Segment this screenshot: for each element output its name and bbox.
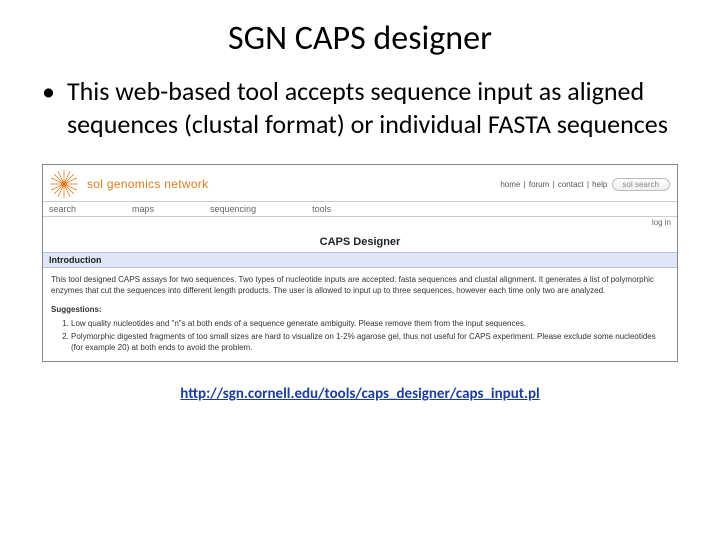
sol-search-button[interactable]: sol search [612,178,670,191]
bullet-dot: • [42,75,55,140]
bullet-text: This web-based tool accepts sequence inp… [67,75,684,140]
login-link[interactable]: log in [652,218,671,227]
nav-bar: search maps sequencing tools [43,201,677,217]
introduction-bar: Introduction [43,252,677,268]
nav-search[interactable]: search [49,204,76,214]
tool-url-link[interactable]: http://sgn.cornell.edu/tools/caps_design… [180,385,539,403]
suggestion-item-2: Polymorphic digested fragments of too sm… [71,331,669,353]
link-contact[interactable]: contact [558,180,584,189]
logo-text: sol genomics network [87,177,208,191]
nav-maps[interactable]: maps [132,204,154,214]
top-links: home | forum | contact | help sol search [499,178,671,191]
nav-tools[interactable]: tools [312,204,331,214]
nav-sequencing[interactable]: sequencing [210,204,256,214]
caps-designer-heading: CAPS Designer [43,228,677,252]
introduction-text: This tool designed CAPS assays for two s… [43,268,677,302]
bullet-item: • This web-based tool accepts sequence i… [42,75,684,140]
embedded-screenshot: sol genomics network home | forum | cont… [42,164,678,362]
slide-title: SGN CAPS designer [36,18,684,59]
link-help[interactable]: help [592,180,607,189]
link-home[interactable]: home [500,180,520,189]
link-forum[interactable]: forum [529,180,549,189]
suggestions-heading: Suggestions: [51,304,669,315]
sgn-logo-icon [49,169,79,199]
suggestion-item-1: Low quality nucleotides and "n"s at both… [71,318,669,329]
